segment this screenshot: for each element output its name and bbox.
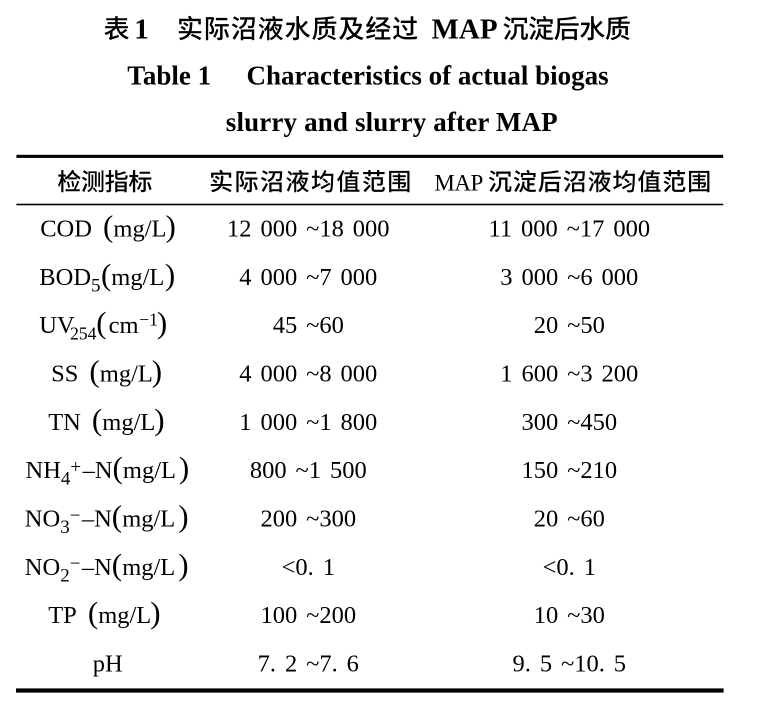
svg-text:): ) bbox=[154, 402, 164, 437]
svg-text:(: ( bbox=[103, 209, 113, 244]
svg-text:–N: –N bbox=[82, 457, 113, 484]
svg-text:UV: UV bbox=[39, 312, 75, 339]
svg-text:): ) bbox=[166, 209, 176, 244]
svg-text:(: ( bbox=[88, 595, 98, 630]
svg-text:3 000 ~6 000: 3 000 ~6 000 bbox=[500, 264, 638, 291]
svg-text:mg/L: mg/L bbox=[122, 554, 175, 581]
svg-text:4 000 ~7 000: 4 000 ~7 000 bbox=[239, 264, 377, 291]
svg-text:): ) bbox=[152, 354, 162, 389]
svg-text:150 ~210: 150 ~210 bbox=[521, 457, 617, 484]
svg-text:800 ~1 500: 800 ~1 500 bbox=[250, 457, 367, 484]
svg-text:+: + bbox=[70, 457, 81, 478]
svg-text:(: ( bbox=[101, 257, 111, 292]
svg-text:): ) bbox=[150, 595, 160, 630]
svg-text:pH: pH bbox=[93, 651, 123, 678]
svg-text:–N: –N bbox=[81, 554, 112, 581]
svg-text:1 600 ~3 200: 1 600 ~3 200 bbox=[500, 361, 638, 388]
svg-text:4: 4 bbox=[61, 469, 71, 490]
svg-text:9. 5 ~10. 5: 9. 5 ~10. 5 bbox=[513, 651, 627, 678]
svg-text:Table 1: Table 1 bbox=[127, 61, 211, 91]
svg-text:NO: NO bbox=[25, 506, 60, 533]
svg-text:mg/L: mg/L bbox=[100, 361, 153, 388]
svg-text:<0. 1: <0. 1 bbox=[543, 554, 596, 581]
svg-text:NO: NO bbox=[25, 554, 60, 581]
svg-text:(: ( bbox=[113, 450, 123, 485]
svg-text:(: ( bbox=[89, 354, 99, 389]
svg-text:−: − bbox=[70, 554, 81, 575]
svg-text:<0. 1: <0. 1 bbox=[282, 554, 335, 581]
svg-text:100 ~200: 100 ~200 bbox=[260, 602, 356, 629]
svg-text:TP: TP bbox=[48, 602, 77, 629]
svg-text:(: ( bbox=[112, 547, 122, 582]
svg-text:mg/L: mg/L bbox=[102, 409, 155, 436]
svg-text:NH: NH bbox=[26, 457, 61, 484]
svg-text:): ) bbox=[165, 257, 175, 292]
svg-text:mg/L: mg/L bbox=[123, 457, 176, 484]
svg-text:cm: cm bbox=[109, 312, 139, 339]
svg-text:(: ( bbox=[112, 499, 122, 534]
svg-text:mg/L: mg/L bbox=[113, 216, 166, 243]
svg-text:TN: TN bbox=[48, 409, 81, 436]
svg-text:MAP: MAP bbox=[432, 14, 498, 46]
svg-text:254: 254 bbox=[70, 324, 97, 344]
svg-text:12 000 ~18 000: 12 000 ~18 000 bbox=[227, 216, 390, 243]
svg-text:): ) bbox=[178, 499, 188, 534]
svg-text:−1: −1 bbox=[139, 310, 158, 330]
svg-text:45 ~60: 45 ~60 bbox=[273, 312, 344, 339]
svg-text:(: ( bbox=[96, 305, 106, 340]
svg-text:10 ~30: 10 ~30 bbox=[534, 602, 605, 629]
svg-text:2: 2 bbox=[60, 565, 69, 586]
svg-text:mg/L: mg/L bbox=[111, 264, 164, 291]
svg-text:5: 5 bbox=[91, 275, 101, 296]
svg-text:–N: –N bbox=[81, 506, 112, 533]
svg-text:mg/L: mg/L bbox=[98, 602, 151, 629]
svg-text:1 000 ~1 800: 1 000 ~1 800 bbox=[239, 409, 377, 436]
svg-text:Characteristics of actual biog: Characteristics of actual biogas bbox=[247, 61, 609, 91]
svg-text:MAP: MAP bbox=[434, 170, 482, 195]
svg-text:): ) bbox=[178, 547, 188, 582]
svg-text:300 ~450: 300 ~450 bbox=[521, 409, 617, 436]
svg-text:BOD: BOD bbox=[39, 264, 91, 291]
svg-text:SS: SS bbox=[51, 361, 78, 388]
svg-text:1: 1 bbox=[134, 14, 149, 46]
svg-text:): ) bbox=[179, 450, 189, 485]
svg-text:(: ( bbox=[92, 402, 102, 437]
svg-text:11 000 ~17 000: 11 000 ~17 000 bbox=[488, 216, 650, 243]
svg-text:): ) bbox=[157, 305, 167, 340]
svg-text:−: − bbox=[70, 505, 81, 526]
svg-text:7. 2 ~7. 6: 7. 2 ~7. 6 bbox=[258, 651, 359, 678]
svg-text:200 ~300: 200 ~300 bbox=[260, 506, 356, 533]
svg-text:mg/L: mg/L bbox=[122, 506, 175, 533]
svg-text:COD: COD bbox=[40, 216, 92, 243]
svg-text:4 000 ~8 000: 4 000 ~8 000 bbox=[239, 361, 377, 388]
svg-text:slurry and slurry after MAP: slurry and slurry after MAP bbox=[226, 107, 558, 137]
svg-text:3: 3 bbox=[60, 517, 69, 538]
svg-text:20 ~60: 20 ~60 bbox=[534, 506, 605, 533]
svg-text:20 ~50: 20 ~50 bbox=[534, 312, 605, 339]
